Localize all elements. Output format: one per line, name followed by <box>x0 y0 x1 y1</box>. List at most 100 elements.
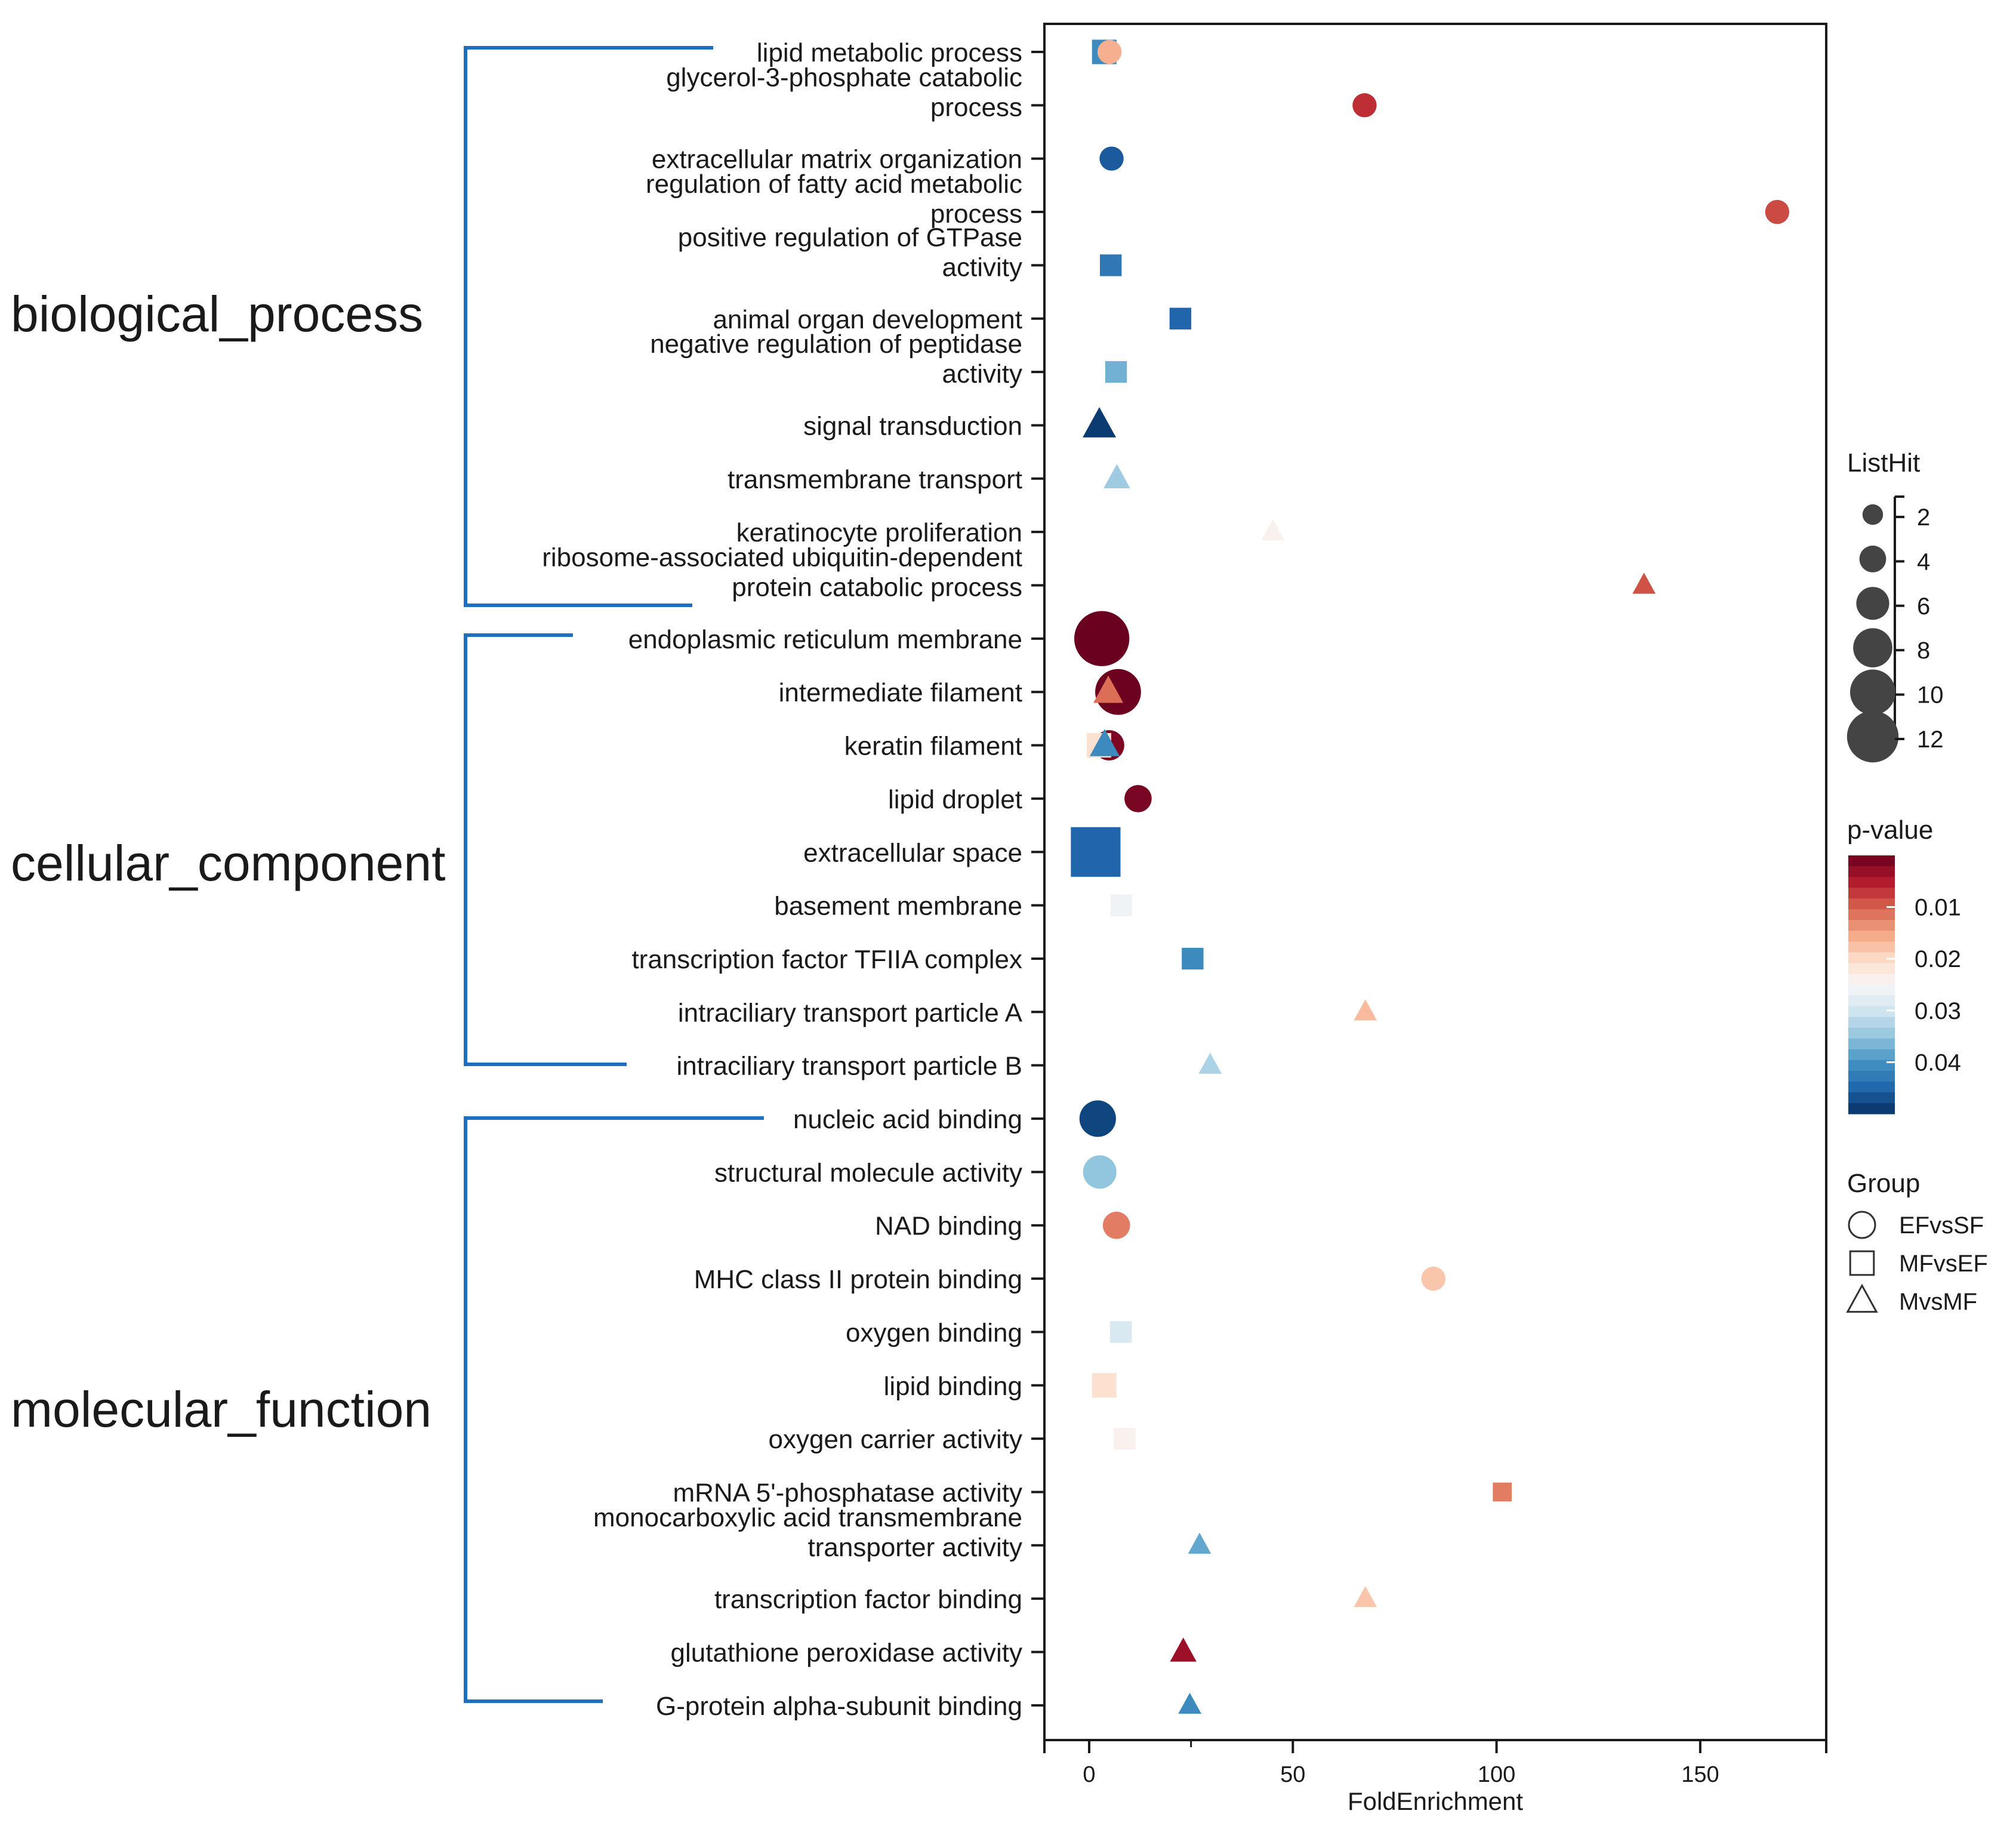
color-legend-title: p-value <box>1847 815 1933 845</box>
size-legend-marker <box>1847 710 1899 763</box>
shape-legend-label: MFvsEF <box>1899 1251 1988 1277</box>
shape-legend-triangle-icon <box>1846 1283 1878 1313</box>
point-efvssf <box>1074 611 1130 667</box>
term-label: process <box>930 93 1022 122</box>
color-legend-swatch <box>1848 974 1895 986</box>
color-legend-label: 0.03 <box>1915 998 1961 1024</box>
x-tick-label: 100 <box>1478 1762 1515 1787</box>
size-legend-title: ListHit <box>1847 448 1920 478</box>
color-legend: p-value 0.01 0.02 0.03 0.04 <box>1847 815 1961 1114</box>
color-legend-swatch <box>1848 984 1895 996</box>
term-label: G-protein alpha-subunit binding <box>656 1692 1022 1721</box>
x-tick-label: 150 <box>1681 1762 1719 1787</box>
color-legend-swatch <box>1848 1081 1895 1093</box>
point-efvssf <box>1124 785 1152 812</box>
size-legend-label: 2 <box>1917 504 1930 531</box>
size-legend: ListHit 2 4 6 8 10 12 <box>1847 448 1944 763</box>
size-legend-marker <box>1850 669 1895 715</box>
term-label: negative regulation of peptidase <box>650 330 1022 359</box>
point-mfvsef <box>1105 361 1127 383</box>
color-legend-swatch <box>1848 920 1895 931</box>
point-efvssf <box>1079 1100 1116 1137</box>
bracket-biological-process <box>464 46 713 607</box>
term-label: signal transduction <box>803 411 1022 441</box>
color-legend-swatch <box>1848 1049 1895 1061</box>
term-label: intermediate filament <box>779 678 1022 707</box>
color-legend-swatch <box>1848 995 1895 1007</box>
term-label: nucleic acid binding <box>793 1105 1022 1134</box>
color-legend-swatch <box>1848 931 1895 942</box>
term-label: structural molecule activity <box>714 1158 1022 1187</box>
point-mfvsef <box>1099 254 1122 276</box>
term-label: positive regulation of GTPase <box>678 223 1022 252</box>
color-legend-label: 0.02 <box>1915 946 1961 972</box>
term-label: intraciliary transport particle A <box>678 998 1023 1027</box>
point-efvssf <box>1099 146 1124 171</box>
term-label: glycerol-3-phosphate catabolic <box>666 63 1022 92</box>
plot-frame <box>1043 23 1827 1741</box>
color-legend-swatch <box>1848 963 1895 975</box>
size-legend-label: 10 <box>1917 682 1944 709</box>
color-legend-swatch <box>1848 941 1895 953</box>
point-efvssf <box>1765 199 1790 224</box>
point-mfvsef <box>1110 894 1133 916</box>
point-mvsmf <box>1093 675 1124 703</box>
x-axis: 0 50 100 150 <box>1043 1739 1827 1787</box>
bracket-molecular-function <box>464 1116 764 1703</box>
term-label: endoplasmic reticulum membrane <box>628 625 1022 654</box>
shape-legend-circle-icon <box>1848 1211 1876 1239</box>
term-label: intraciliary transport particle B <box>676 1052 1022 1081</box>
color-legend-swatch <box>1848 1103 1895 1114</box>
size-legend-label: 8 <box>1917 638 1930 664</box>
point-efvssf <box>1083 1155 1117 1189</box>
term-label: regulation of fatty acid metabolic <box>646 170 1022 199</box>
color-legend-swatch <box>1848 898 1895 910</box>
x-axis-title: FoldEnrichment <box>1348 1787 1523 1815</box>
term-label: keratinocyte proliferation <box>736 518 1022 547</box>
color-legend-swatch <box>1848 909 1895 920</box>
category-label: molecular_function <box>11 1381 431 1437</box>
term-label: ribosome-associated ubiquitin-dependent <box>542 543 1022 572</box>
term-label: animal organ development <box>713 305 1022 334</box>
color-legend-swatch <box>1848 888 1895 899</box>
size-legend-label: 4 <box>1917 549 1930 575</box>
point-mfvsef <box>1493 1482 1512 1502</box>
color-legend-label: 0.04 <box>1915 1049 1961 1076</box>
point-mvsmf <box>1261 519 1285 541</box>
point-mfvsef <box>1071 827 1121 877</box>
color-legend-swatch <box>1848 1070 1895 1082</box>
point-mvsmf <box>1178 1692 1201 1714</box>
size-legend-marker <box>1859 546 1886 572</box>
point-mvsmf <box>1198 1052 1222 1074</box>
size-legend-label: 12 <box>1917 726 1944 753</box>
term-label: lipid droplet <box>888 785 1022 814</box>
y-axis-ticks <box>1031 51 1044 1707</box>
term-label: oxygen carrier activity <box>769 1425 1022 1454</box>
shape-legend-label: MvsMF <box>1899 1289 1977 1315</box>
point-mfvsef <box>1169 307 1192 330</box>
term-label: transcription factor binding <box>714 1585 1022 1614</box>
category-label: cellular_component <box>11 835 445 891</box>
point-efvssf <box>1421 1266 1445 1291</box>
color-legend-swatch <box>1848 1092 1895 1104</box>
point-efvssf <box>1102 1211 1130 1239</box>
point-mfvsef <box>1182 947 1204 970</box>
term-label: keratin filament <box>844 732 1022 761</box>
x-tick-label: 0 <box>1083 1762 1095 1787</box>
shape-legend-square-icon <box>1849 1250 1875 1276</box>
term-label: extracellular matrix organization <box>652 145 1022 174</box>
term-label: basement membrane <box>774 892 1022 921</box>
term-label: monocarboxylic acid transmembrane <box>593 1503 1022 1532</box>
color-legend-swatch <box>1848 866 1895 877</box>
point-mvsmf <box>1170 1637 1197 1662</box>
color-legend-swatch <box>1848 877 1895 888</box>
color-legend-swatch <box>1848 1038 1895 1050</box>
point-mvsmf <box>1089 729 1120 756</box>
term-label: lipid metabolic process <box>757 38 1022 67</box>
term-label: activity <box>942 253 1022 282</box>
category-labels: biological_process cellular_componentmole… <box>11 286 445 1437</box>
point-mvsmf <box>1103 464 1130 488</box>
shape-legend-title: Group <box>1847 1169 1920 1198</box>
shape-legend: Group EFvsSF MFvsEF MvsMF <box>1846 1169 1988 1315</box>
